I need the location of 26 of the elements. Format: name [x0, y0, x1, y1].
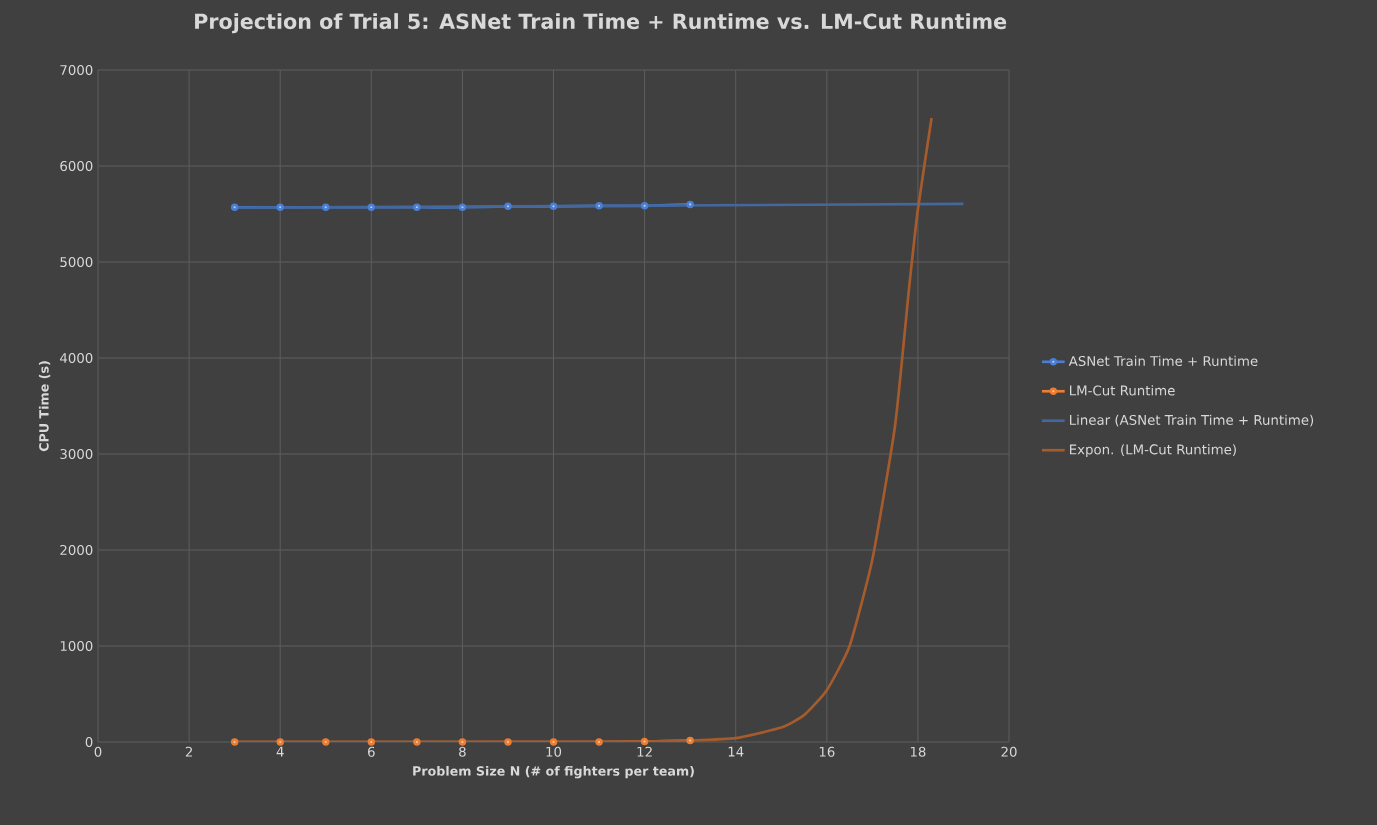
x-tick-label: 20: [1001, 746, 1017, 757]
x-tick-label: 2: [185, 746, 193, 757]
x-tick-label: 14: [728, 746, 744, 757]
y-tick-label: 2000: [60, 544, 93, 556]
x-tick-label: 0: [94, 746, 102, 757]
x-axis-title: Problem Size N (# of fighters per team): [413, 765, 694, 779]
y-tick-label: 6000: [60, 160, 93, 172]
x-tick-label: 6: [368, 746, 375, 757]
x-tick-label: 18: [910, 746, 926, 757]
y-tick-label: 3000: [60, 448, 93, 460]
y-axis-title: CPU Time (s): [38, 361, 51, 452]
y-tick-label: 4000: [60, 352, 93, 364]
x-tick-label: 4: [276, 746, 284, 757]
x-tick-label: 16: [819, 746, 835, 757]
x-tick-label: 8: [459, 746, 466, 757]
y-tick-label: 7000: [60, 64, 93, 76]
y-tick-label: 0: [85, 736, 93, 748]
legend-label: Expon. (LM-Cut Runtime): [1070, 444, 1236, 458]
y-tick-label: 5000: [60, 256, 93, 268]
x-tick-label: 12: [637, 746, 652, 757]
x-tick-label: 10: [546, 746, 562, 757]
legend-label: Linear (ASNet Train Time + Runtime): [1070, 414, 1314, 427]
y-tick-label: 1000: [60, 640, 93, 652]
legend-label: ASNet Train Time + Runtime: [1068, 355, 1258, 367]
legend-label: LM-Cut Runtime: [1070, 385, 1175, 396]
chart-title: Projection of Trial 5: ASNet Train Time + Runtime vs. LM-Cut Runtime: [195, 13, 1007, 34]
